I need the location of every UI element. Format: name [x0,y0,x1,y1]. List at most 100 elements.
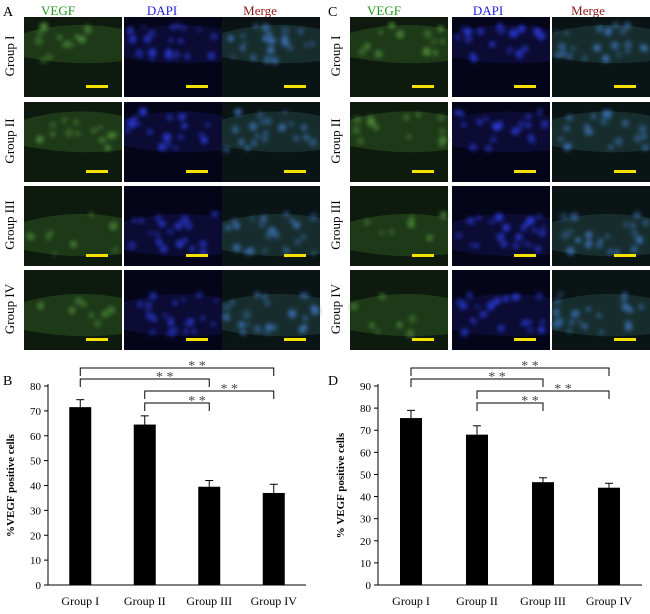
column-header-merge-left: Merge [243,3,277,18]
row-label-group-iii-left: Group III [2,200,17,249]
x-tick-label: Group I [392,594,430,608]
row-label-group-iv-right: Group IV [328,283,343,334]
significance-bracket [476,402,544,411]
micrograph-merge-right-row-4 [552,270,650,350]
scale-bar [284,338,306,341]
micrograph-merge-left-row-4 [222,270,320,350]
micrograph-dapi-left-row-4 [124,270,222,350]
scale-bar [86,170,108,173]
y-axis-label-b: %VEGF positive cells [5,433,17,537]
significance-label: * * [488,370,506,385]
scale-bar [514,85,536,88]
micrograph-grid-right [350,17,650,350]
significance-label: * * [188,359,206,374]
column-header-dapi-right: DAPI [473,3,503,18]
significance-bracket [410,367,610,376]
micrograph-dapi-left-row-2 [124,102,222,182]
micrograph-grid-left [24,17,320,350]
row-label-group-ii-left: Group II [2,118,17,163]
scale-bar [412,170,434,173]
micrograph-vegf-left-row-2 [24,102,122,182]
y-tick-label: 80 [360,403,372,415]
micrograph-vegf-right-row-3 [350,186,448,266]
x-tick-label: Group IV [251,594,298,608]
y-tick-label: 50 [360,469,372,481]
micrograph-vegf-right-row-4 [350,270,448,350]
scale-bar [412,85,434,88]
panel-label-a: A [3,5,14,20]
significance-bracket [79,378,210,387]
y-tick-label: 20 [360,536,372,548]
bar-d-4 [598,487,620,585]
y-tick-label: 30 [360,514,372,526]
significance-label: * * [521,394,539,409]
significance-bracket [410,378,544,387]
column-header-vegf-right: VEGF [367,3,401,18]
micrograph-vegf-right-row-2 [350,102,448,182]
scale-bar [412,254,434,257]
y-axis-label-d: % VEGF positive cells [335,432,347,538]
scale-bar [284,170,306,173]
bar-chart-d: 0 10 20 30 40 50 60 70 80 90 % VEGF positive cells… [335,359,642,608]
x-tick-label: Group III [520,594,566,608]
column-header-dapi-left: DAPI [147,3,177,18]
micrograph-vegf-left-row-3 [24,186,122,266]
bar-b-3 [198,486,221,585]
y-tick-label: 30 [30,505,42,517]
micrograph-vegf-left-row-1 [24,17,122,97]
micrograph-dapi-right-row-3 [452,186,550,266]
y-tick-label: 0 [366,580,372,592]
bar-b-2 [133,424,156,585]
row-label-group-iii-right: Group III [328,200,343,249]
scale-bar [614,338,636,341]
significance-label: * * [521,359,539,374]
scale-bar [86,338,108,341]
significance-label: * * [156,370,174,385]
bar-d-1 [400,418,422,585]
scale-bar [186,254,208,257]
bar-b-4 [262,492,285,585]
significance-label: * * [221,382,239,397]
panel-label-c: C [328,5,337,20]
significance-bracket [144,390,275,399]
micrograph-dapi-left-row-1 [124,17,222,97]
scale-bar [514,254,536,257]
scale-bar [284,85,306,88]
scale-bar [614,254,636,257]
x-tick-label: Group III [186,594,232,608]
micrograph-dapi-right-row-4 [452,270,550,350]
micrograph-merge-left-row-2 [222,102,320,182]
row-label-group-i-left: Group I [2,36,17,77]
micrograph-vegf-right-row-1 [350,17,448,97]
y-tick-label: 80 [30,381,42,393]
significance-bracket [476,390,610,399]
x-tick-label: Group II [124,594,166,608]
panel-label-b: B [3,374,12,389]
scale-bar [186,170,208,173]
row-label-group-iv-left: Group IV [2,283,17,334]
micrograph-merge-left-row-1 [222,17,320,97]
scale-bar [186,338,208,341]
scale-bar [614,170,636,173]
x-tick-label: Group IV [586,594,633,608]
significance-bracket [144,402,210,411]
significance-bracket [79,367,275,376]
micrograph-merge-right-row-1 [552,17,650,97]
scale-bar [514,338,536,341]
bar-chart-b: 0 10 20 30 40 50 60 70 80 %VEGF positive cells Gro… [5,359,306,608]
row-label-group-ii-right: Group II [328,118,343,163]
bar-d-2 [466,434,488,585]
scale-bar [86,254,108,257]
y-tick-label: 40 [360,492,372,504]
micrograph-dapi-right-row-2 [452,102,550,182]
micrograph-merge-left-row-3 [222,186,320,266]
y-tick-label: 60 [30,431,42,443]
y-tick-label: 20 [30,530,42,542]
micrograph-vegf-left-row-4 [24,270,122,350]
y-tick-label: 50 [30,456,42,468]
y-tick-label: 90 [360,381,372,393]
micrograph-dapi-right-row-1 [452,17,550,97]
y-tick-label: 70 [360,425,372,437]
